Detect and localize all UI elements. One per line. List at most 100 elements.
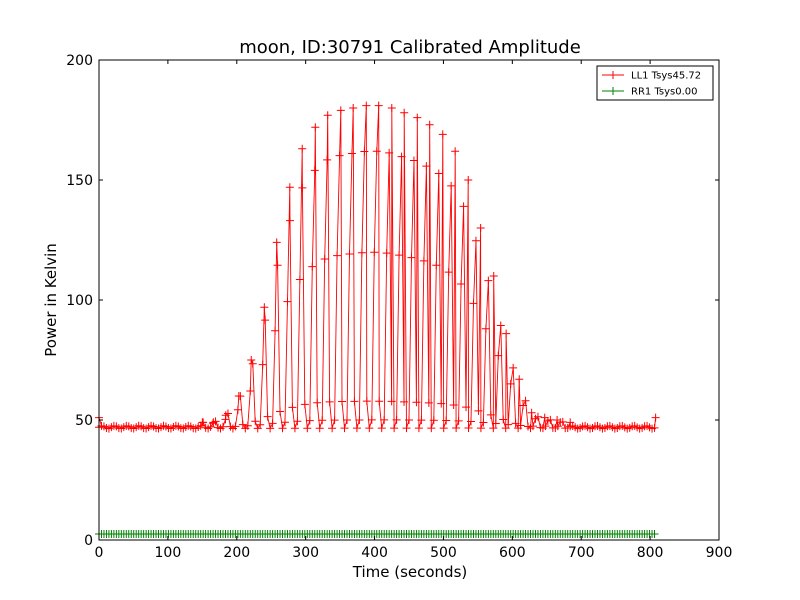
data-point <box>243 421 252 430</box>
data-point <box>355 415 364 424</box>
data-point <box>347 149 356 158</box>
data-point <box>330 416 339 425</box>
data-point <box>343 416 351 425</box>
data-point <box>459 202 468 211</box>
data-point <box>300 400 309 409</box>
plot-area <box>95 101 660 538</box>
data-point <box>486 410 495 419</box>
data-point <box>402 424 411 433</box>
data-point <box>400 108 409 117</box>
x-tick-label: 100 <box>155 545 182 561</box>
data-point <box>313 398 322 407</box>
data-point <box>502 329 511 338</box>
data-point <box>427 424 436 433</box>
data-point <box>199 418 208 427</box>
data-point <box>481 324 490 333</box>
data-point <box>288 403 297 412</box>
data-point <box>454 416 463 425</box>
data-point <box>360 147 369 156</box>
data-point <box>489 272 498 280</box>
data-point <box>511 419 520 428</box>
data-point <box>397 152 406 161</box>
data-point <box>276 407 285 416</box>
x-tick-label: 400 <box>361 545 388 561</box>
data-point <box>308 262 317 271</box>
y-tick-label: 0 <box>84 533 93 549</box>
data-point <box>310 166 319 175</box>
data-point <box>256 420 265 429</box>
data-point <box>499 415 508 424</box>
data-point <box>405 416 413 425</box>
data-point <box>246 387 255 396</box>
data-point <box>260 303 269 312</box>
data-point <box>283 297 292 306</box>
data-point <box>271 326 280 335</box>
data-point <box>320 255 329 264</box>
legend-label: RR1 Tsys0.00 <box>631 87 698 98</box>
data-point <box>266 424 275 433</box>
data-point <box>387 104 396 112</box>
data-point <box>467 417 475 426</box>
x-tick-label: 700 <box>568 545 595 561</box>
legend-item: RR1 Tsys0.00 <box>602 87 698 98</box>
data-point <box>496 321 505 330</box>
data-point <box>362 101 371 110</box>
data-point <box>504 420 513 429</box>
data-point <box>323 155 332 164</box>
data-point <box>372 147 381 156</box>
data-point <box>540 413 549 422</box>
data-point <box>272 238 281 247</box>
data-point <box>323 111 332 120</box>
legend-marker <box>609 87 617 95</box>
y-tick-label: 100 <box>66 293 93 309</box>
data-point <box>424 398 433 407</box>
y-tick-label: 150 <box>66 173 93 189</box>
data-point <box>251 417 260 426</box>
data-point <box>273 261 282 270</box>
y-tick-label: 200 <box>66 53 93 69</box>
data-point <box>325 397 334 406</box>
data-point <box>419 256 428 265</box>
data-point <box>349 104 358 112</box>
y-axis-label: Power in Kelvin <box>42 243 60 357</box>
data-point <box>452 424 461 433</box>
data-point <box>387 397 396 406</box>
data-point <box>395 251 404 260</box>
data-point <box>380 415 389 424</box>
data-point <box>650 423 659 432</box>
data-point <box>521 396 530 405</box>
data-point <box>651 413 660 422</box>
data-point <box>350 397 359 406</box>
data-point <box>541 422 550 431</box>
data-point <box>335 151 344 160</box>
data-point <box>278 424 287 433</box>
data-point <box>425 120 434 129</box>
data-point <box>432 261 441 270</box>
x-tick-label: 300 <box>292 545 319 561</box>
data-point <box>558 417 567 426</box>
data-point <box>311 123 320 132</box>
data-point <box>258 360 267 369</box>
x-axis-label: Time (seconds) <box>352 563 468 581</box>
data-point <box>247 356 256 364</box>
data-point <box>295 275 304 284</box>
data-point <box>464 176 473 184</box>
data-point <box>233 405 242 414</box>
data-point <box>392 415 401 424</box>
series-1 <box>95 101 660 433</box>
data-point <box>382 249 391 258</box>
data-point <box>519 401 528 410</box>
data-point <box>385 148 394 157</box>
data-point <box>261 316 270 325</box>
data-point <box>375 397 384 406</box>
data-point <box>352 424 361 433</box>
data-point <box>303 424 312 433</box>
data-point <box>407 253 416 262</box>
data-point <box>298 183 307 192</box>
data-point <box>298 144 307 153</box>
data-point <box>328 424 337 433</box>
data-point <box>377 424 386 433</box>
data-point <box>476 424 485 433</box>
data-point <box>469 299 478 308</box>
